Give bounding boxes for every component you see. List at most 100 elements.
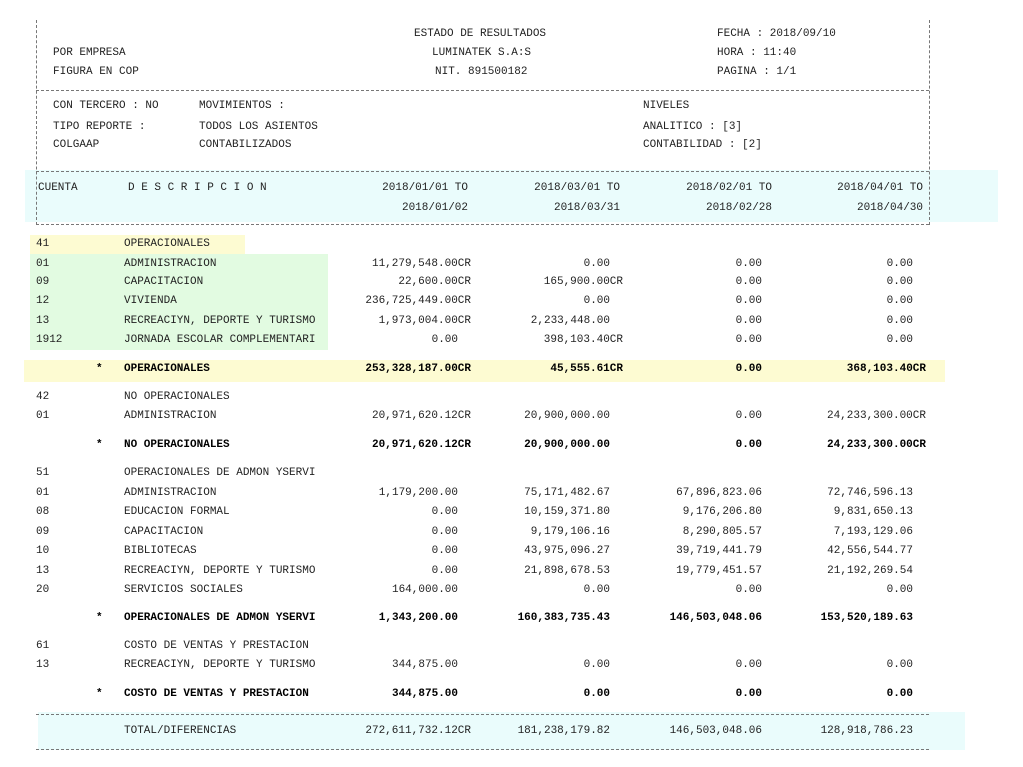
- amount-cell: 9,176,206.80: [682, 506, 762, 518]
- amount-cell: 7,193,129.06: [833, 526, 913, 538]
- amount-cell: 22,600.00CR: [398, 276, 471, 288]
- divider: [36, 714, 929, 715]
- amount-cell: 39,719,441.79: [676, 545, 762, 557]
- amount-cell: 0.00: [583, 295, 610, 307]
- amount-cell: 0.00: [431, 334, 458, 346]
- total-band: [38, 712, 965, 750]
- amount-cell: 0.00: [583, 659, 610, 671]
- report-title: ESTADO DE RESULTADOS: [414, 28, 547, 40]
- account-code: 01: [36, 487, 50, 499]
- amount-cell: 164,000.00: [391, 584, 458, 596]
- amount-cell: 0.00: [886, 315, 913, 327]
- amount-cell: 0.00: [886, 295, 913, 307]
- movimientos: MOVIMIENTOS :: [199, 100, 285, 112]
- amount-cell: 20,900,000.00: [524, 410, 610, 422]
- column-header-period-end: 2018/04/30: [856, 202, 923, 214]
- account-code: 09: [36, 276, 50, 288]
- amount-cell: 0.00: [886, 276, 913, 288]
- column-header-period-end: 2018/02/28: [705, 202, 772, 214]
- amount-cell: 11,279,548.00CR: [371, 258, 471, 270]
- amount-cell: 20,971,620.12CR: [371, 410, 471, 422]
- group-highlight: [30, 235, 245, 254]
- contabilidad: CONTABILIDAD : [2]: [643, 139, 762, 151]
- account-code: 1912: [36, 334, 63, 346]
- column-header-band: [25, 170, 998, 222]
- tipo-reporte: TIPO REPORTE :: [53, 121, 146, 133]
- amount-cell: 146,503,048.06: [669, 725, 762, 737]
- amount-cell: 9,831,650.13: [833, 506, 913, 518]
- divider: [36, 171, 929, 172]
- account-description: ADMINISTRACION: [124, 487, 217, 499]
- account-description: ADMINISTRACION: [124, 410, 217, 422]
- column-header-period-start: 2018/04/01 TO: [837, 182, 923, 194]
- company-name: LUMINATEK S.A:S: [432, 47, 532, 59]
- amount-cell: 344,875.00: [391, 688, 458, 700]
- amount-cell: 0.00: [735, 410, 762, 422]
- column-header-period-end: 2018/01/02: [401, 202, 468, 214]
- detail-highlight: [30, 254, 328, 350]
- account-code: 01: [36, 258, 50, 270]
- subtotal-marker: *: [96, 612, 103, 624]
- amount-cell: 160,383,735.43: [517, 612, 610, 624]
- amount-cell: 0.00: [735, 688, 762, 700]
- amount-cell: 146,503,048.06: [669, 612, 762, 624]
- divider: [36, 90, 929, 91]
- amount-cell: 20,900,000.00: [524, 439, 610, 451]
- amount-cell: 0.00: [583, 258, 610, 270]
- account-description: JORNADA ESCOLAR COMPLEMENTARI: [124, 334, 316, 346]
- amount-cell: 10,159,371.80: [524, 506, 610, 518]
- amount-cell: 1,343,200.00: [378, 612, 458, 624]
- amount-cell: 153,520,189.63: [820, 612, 913, 624]
- account-code: 61: [36, 640, 50, 652]
- account-description: OPERACIONALES: [124, 363, 210, 375]
- amount-cell: 45,555.61CR: [550, 363, 623, 375]
- account-code: 08: [36, 506, 50, 518]
- amount-cell: 21,192,269.54: [827, 565, 913, 577]
- border-right: [929, 20, 930, 225]
- column-header-period-start: 2018/03/01 TO: [534, 182, 620, 194]
- report-time: HORA : 11:40: [717, 47, 797, 59]
- amount-cell: 0.00: [886, 334, 913, 346]
- amount-cell: 165,900.00CR: [543, 276, 623, 288]
- account-description: TOTAL/DIFERENCIAS: [124, 725, 237, 737]
- amount-cell: 9,179,106.16: [530, 526, 610, 538]
- amount-cell: 1,179,200.00: [378, 487, 458, 499]
- amount-cell: 0.00: [431, 565, 458, 577]
- account-description: CAPACITACION: [124, 276, 204, 288]
- account-description: OPERACIONALES DE ADMON YSERVI: [124, 467, 316, 479]
- account-description: OPERACIONALES DE ADMON YSERVI: [124, 612, 316, 624]
- amount-cell: 0.00: [431, 506, 458, 518]
- amount-cell: 272,611,732.12CR: [365, 725, 471, 737]
- amount-cell: 0.00: [583, 688, 610, 700]
- amount-cell: 67,896,823.06: [676, 487, 762, 499]
- account-description: VIVIENDA: [124, 295, 177, 307]
- account-code: 13: [36, 565, 50, 577]
- account-code: 12: [36, 295, 50, 307]
- currency: FIGURA EN COP: [53, 66, 139, 78]
- report-date: FECHA : 2018/09/10: [717, 28, 836, 40]
- amount-cell: 398,103.40CR: [543, 334, 623, 346]
- account-description: EDUCACION FORMAL: [124, 506, 230, 518]
- amount-cell: 0.00: [735, 258, 762, 270]
- account-code: 01: [36, 410, 50, 422]
- amount-cell: 21,898,678.53: [524, 565, 610, 577]
- account-description: NO OPERACIONALES: [124, 439, 230, 451]
- amount-cell: 0.00: [886, 584, 913, 596]
- account-description: RECREACIYN, DEPORTE Y TURISMO: [124, 659, 316, 671]
- account-code: 41: [36, 238, 50, 250]
- amount-cell: 0.00: [431, 526, 458, 538]
- subtotal-marker: *: [96, 439, 103, 451]
- amount-cell: 344,875.00: [391, 659, 458, 671]
- amount-cell: 0.00: [735, 315, 762, 327]
- column-header-cuenta: CUENTA: [38, 182, 78, 194]
- analitico: ANALITICO : [3]: [643, 121, 743, 133]
- account-description: CAPACITACION: [124, 526, 204, 538]
- column-header-descripcion: D E S C R I P C I O N: [128, 182, 267, 194]
- account-code: 13: [36, 315, 50, 327]
- account-code: 10: [36, 545, 50, 557]
- divider: [36, 749, 929, 750]
- account-description: COSTO DE VENTAS Y PRESTACION: [124, 640, 309, 652]
- account-description: ADMINISTRACION: [124, 258, 217, 270]
- niveles: NIVELES: [643, 100, 690, 112]
